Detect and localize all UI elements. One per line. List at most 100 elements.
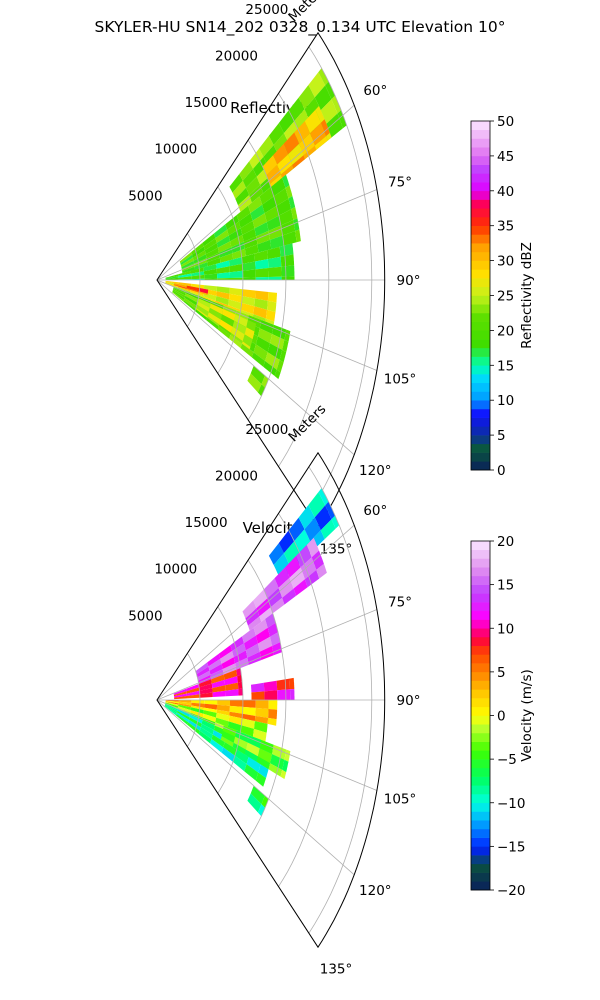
echo-cell <box>209 663 223 675</box>
echo-cell <box>254 250 268 262</box>
echo-cell <box>165 700 179 704</box>
echo-cell <box>188 717 202 728</box>
echo-cell <box>209 303 224 315</box>
echo-cell <box>178 703 192 708</box>
range-tick-label: 15000 <box>185 515 228 531</box>
echo-cell <box>200 723 214 735</box>
echo-cell <box>264 205 279 222</box>
colorbar-band <box>471 391 490 401</box>
echo-layer <box>165 68 347 397</box>
echo-cell <box>196 666 210 678</box>
echo-cell <box>178 270 192 276</box>
echo-cell <box>265 309 276 322</box>
echo-cell <box>242 706 256 716</box>
colorbar-tick-label: 10 <box>497 621 514 637</box>
echo-cell <box>176 710 190 720</box>
colorbar-band <box>471 374 490 384</box>
echo-cell <box>257 239 272 253</box>
echo-cell <box>178 276 192 280</box>
echo-cell <box>187 694 200 699</box>
figure-suptitle: SKYLER-HU SN14_202 0328_0.134 UTC Elevat… <box>95 18 506 37</box>
colorbar-band <box>471 330 490 340</box>
echo-cell <box>177 709 190 718</box>
echo-cell <box>244 749 258 762</box>
colorbar-label: Reflectivity dBZ <box>519 242 535 349</box>
colorbar-band <box>471 706 490 716</box>
echo-cell <box>165 280 179 284</box>
echo-cell <box>229 700 243 707</box>
echo-cell <box>242 289 256 299</box>
colorbar-band <box>471 759 490 769</box>
echo-cell <box>191 271 205 277</box>
azimuth-tick-label: 75° <box>388 175 412 191</box>
colorbar-band <box>471 881 490 891</box>
echo-cell <box>279 243 294 257</box>
echo-cell <box>240 343 254 358</box>
echo-cell <box>326 113 343 138</box>
echo-cell <box>244 764 259 781</box>
echo-cell <box>193 254 207 264</box>
echo-cell <box>227 721 242 732</box>
colorbar-band <box>471 820 490 830</box>
echo-cell <box>242 627 256 644</box>
echo-cell <box>204 242 218 255</box>
colorbar-band <box>471 663 490 673</box>
colorbar-band <box>471 155 490 165</box>
echo-cell <box>191 702 205 708</box>
echo-cell <box>276 359 284 373</box>
echo-cell <box>232 320 247 335</box>
echo-cell <box>277 689 291 700</box>
colorbar-band <box>471 408 490 418</box>
echo-cell <box>219 319 233 333</box>
echo-cell <box>261 375 269 388</box>
echo-cell <box>176 713 189 725</box>
echo-cell <box>184 298 197 309</box>
echo-cell <box>308 492 326 518</box>
echo-cell <box>236 668 242 677</box>
echo-cell <box>178 273 192 278</box>
colorbar-band <box>471 645 490 655</box>
echo-cell <box>215 296 229 306</box>
echo-cell <box>315 106 325 123</box>
echo-cell <box>220 651 234 664</box>
echo-cell <box>195 662 209 675</box>
azimuth-tick-label: 60° <box>363 83 387 99</box>
echo-cell <box>216 260 230 269</box>
echo-cell <box>255 259 269 270</box>
colorbar-band <box>471 129 490 139</box>
echo-cell <box>242 168 257 188</box>
echo-cell <box>165 277 179 280</box>
echo-cell <box>253 306 267 319</box>
echo-cell <box>257 636 272 652</box>
echo-cell <box>208 307 222 320</box>
echo-cell <box>233 650 248 664</box>
echo-cell <box>304 517 321 542</box>
echo-cell <box>238 213 253 229</box>
echo-cell <box>273 143 289 165</box>
colorbar-band <box>471 872 490 882</box>
azimuth-spoke <box>156 104 355 281</box>
echo-cell <box>220 736 234 747</box>
echo-cell <box>244 327 255 340</box>
sector-outline <box>156 31 386 529</box>
colorbar-band <box>471 837 490 847</box>
echo-cell <box>304 569 320 588</box>
echo-cell <box>179 252 192 264</box>
echo-cell <box>242 700 256 708</box>
echo-cell <box>270 235 284 250</box>
echo-cell <box>255 707 269 718</box>
echo-cell <box>174 696 188 700</box>
colorbar-band <box>471 173 490 183</box>
azimuth-tick-label: 90° <box>397 273 421 289</box>
echo-cell <box>216 712 230 722</box>
echo-cell <box>173 283 187 288</box>
echo-cell <box>261 795 269 808</box>
azimuth-tick-label: 60° <box>363 503 387 519</box>
echo-cell <box>197 298 211 308</box>
colorbar-tick-label: −15 <box>497 839 526 855</box>
echo-cell <box>288 97 305 122</box>
echo-cell <box>198 679 212 688</box>
colorbar-band <box>471 732 490 742</box>
colorbar-tick-label: 20 <box>497 534 514 550</box>
echo-cell <box>268 225 283 240</box>
